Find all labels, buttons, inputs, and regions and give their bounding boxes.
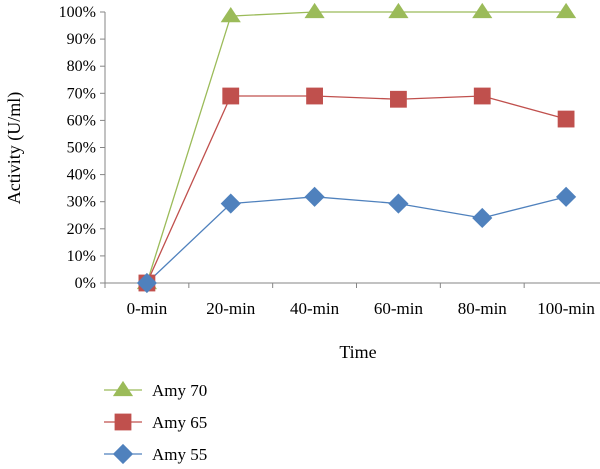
data-point-amy-55 [304,186,325,207]
data-point-amy-55 [556,186,577,207]
data-point-amy-70 [472,2,493,19]
data-point-amy-70 [556,2,577,19]
data-point-amy-65 [390,90,407,108]
legend-marker-amy-70 [112,380,134,397]
x-axis-label: Time [339,342,376,362]
y-tick-label: 30% [67,194,96,211]
x-tick-label: 60-min [374,299,424,318]
y-tick-label: 10% [67,248,96,265]
x-tick-label: 100-min [537,299,595,318]
series-line-amy-55 [146,196,567,284]
y-tick-label: 70% [67,85,96,102]
legend-label-amy-55: Amy 55 [152,445,207,464]
data-point-amy-65 [306,87,323,105]
y-axis-label: Activity (U/ml) [4,92,25,204]
legend-marker-amy-65 [114,413,132,431]
y-tick-label: 80% [67,58,96,75]
y-tick-label: 50% [67,140,96,157]
y-tick-label: 100% [59,4,96,21]
y-tick-label: 40% [67,167,96,184]
x-tick-label: 40-min [290,299,340,318]
y-tick-label: 90% [67,31,96,48]
y-tick-label: 20% [67,221,96,238]
y-tick-label: 60% [67,112,96,129]
data-point-amy-55 [472,207,493,229]
legend-label-amy-65: Amy 65 [152,413,207,432]
data-point-amy-70 [220,6,241,23]
data-point-amy-55 [388,193,409,214]
data-point-amy-55 [136,272,157,294]
x-tick-label: 80-min [458,299,508,318]
legend-marker-amy-55 [112,443,134,465]
series-line-amy-70 [146,11,567,284]
legend-label-amy-70: Amy 70 [152,381,207,400]
data-point-amy-65 [473,87,491,105]
x-tick-label: 0-min [127,299,168,318]
data-point-amy-70 [388,2,409,19]
data-point-amy-55 [220,193,241,214]
data-point-amy-65 [222,87,240,105]
series-line-amy-65 [146,95,567,284]
data-point-amy-70 [304,2,325,19]
y-tick-label: 0% [75,275,96,292]
data-point-amy-65 [557,110,575,128]
x-tick-label: 20-min [206,299,256,318]
